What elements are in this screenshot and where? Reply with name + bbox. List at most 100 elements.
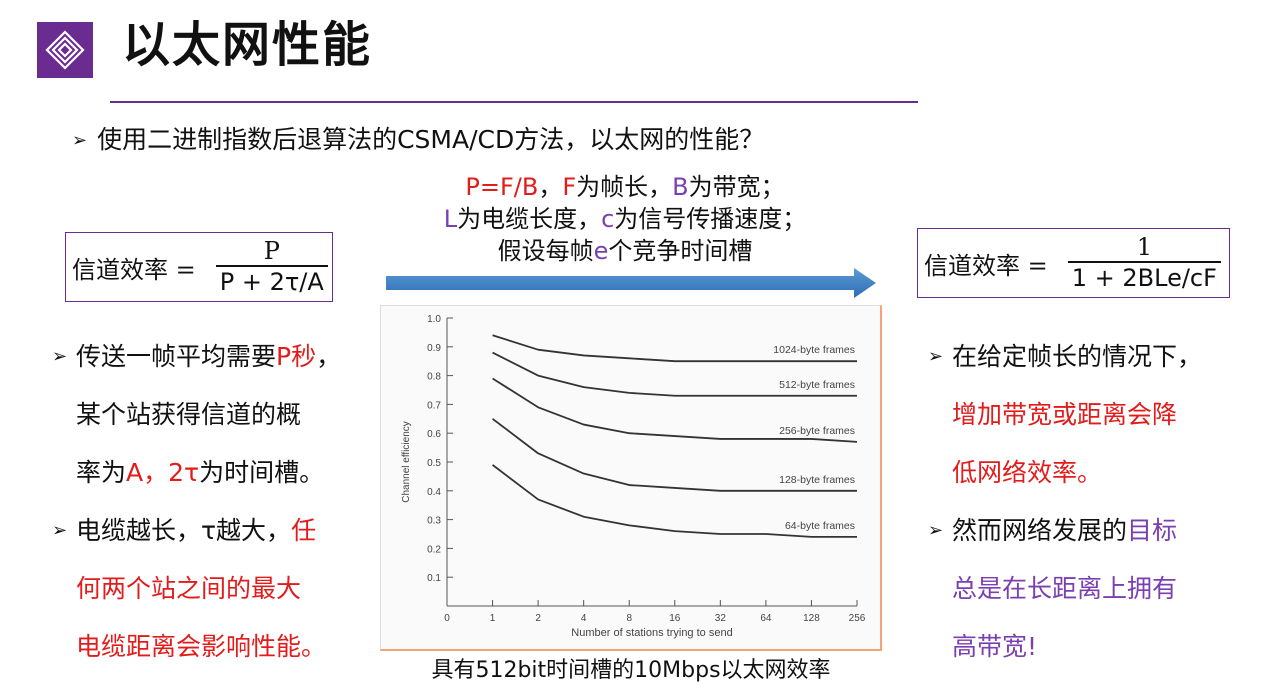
x-tick-label: 256 (849, 613, 866, 624)
bullet-highlight: 高带宽! (952, 632, 1038, 661)
x-tick-label: 4 (581, 613, 587, 624)
page-title: 以太网性能 (122, 17, 373, 73)
chart-caption: 具有512bit时间槽的10Mbps以太网效率 (431, 658, 831, 683)
e-post-text: 个竞争时间槽 (608, 237, 753, 265)
efficiency-chart-svg: 0.1 0.2 0.3 0.4 0.5 0.6 0.7 0.8 0.9 1.0 0 1 2 4 8 16 32 6… (401, 314, 866, 639)
layered-diamond-icon (45, 30, 85, 70)
y-tick-label: 0.7 (427, 400, 441, 411)
left-bullet-list: ➢ 传送一帧平均需要P秒， 某个站获得信道的概 率为A，2τ为时间槽。 ➢ 电缆… (52, 328, 341, 676)
list-item-continuation: 电缆距离会影响性能。 (52, 618, 341, 676)
list-item-continuation: 某个站获得信道的概 (52, 386, 341, 444)
list-item: ➢ 然而网络发展的目标 (928, 502, 1202, 560)
e-pre-text: 假设每帧 (497, 237, 594, 265)
series-label: 64-byte frames (785, 520, 855, 532)
arrow-bullet-icon: ➢ (52, 520, 68, 541)
x-tick-label: 1 (490, 613, 496, 624)
y-tick-label: 0.6 (427, 429, 441, 440)
y-tick-label: 0.1 (427, 573, 441, 584)
formula-left-fraction: P P + 2τ/A (215, 237, 328, 297)
y-tick-label: 0.8 (427, 372, 441, 383)
bullet-text: 某个站获得信道的概 (76, 400, 302, 429)
question-line: ➢ 使用二进制指数后退算法的CSMA/CD方法，以太网的性能？ (72, 122, 764, 159)
formula-left: 信道效率 = P P + 2τ/A (65, 232, 333, 302)
y-tick-label: 0.4 (427, 487, 441, 498)
arrow-bullet-icon: ➢ (52, 346, 68, 367)
series-line (492, 377, 858, 443)
bullet-text: 电缆越长，τ越大， (76, 516, 292, 545)
formula-right-numerator: 1 (1136, 233, 1152, 262)
logo-icon (37, 22, 93, 78)
c-text: 为信号传播速度； (614, 205, 807, 233)
x-tick-label: 2 (535, 613, 541, 624)
formula-left-lhs: 信道效率 = (72, 255, 196, 284)
b-text: 为带宽； (688, 173, 785, 201)
f-symbol: F (562, 173, 577, 201)
bullet-highlight: 任 (291, 516, 317, 545)
list-item: ➢ 传送一帧平均需要P秒， (52, 328, 341, 386)
fraction-bar (1067, 261, 1221, 263)
series-label: 256-byte frames (779, 425, 855, 437)
formula-left-denominator: P + 2τ/A (219, 267, 324, 296)
series-label: 512-byte frames (779, 379, 855, 391)
x-tick-label: 64 (760, 613, 772, 624)
bullet-highlight: 总是在长距离上拥有 (952, 574, 1178, 603)
bullet-highlight: 电缆距离会影响性能。 (76, 632, 327, 661)
bullet-text: 然而网络发展的 (952, 516, 1128, 545)
e-symbol: e (593, 237, 609, 265)
title-divider (110, 101, 918, 103)
question-text: 使用二进制指数后退算法的CSMA/CD方法，以太网的性能？ (97, 125, 765, 154)
bullet-highlight: 目标 (1127, 516, 1178, 545)
c-symbol: c (601, 205, 615, 233)
x-tick-label: 8 (626, 613, 632, 624)
series-line (492, 464, 857, 538)
list-item-continuation: 低网络效率。 (928, 444, 1202, 502)
y-axis-label: Channel efficiency (401, 421, 412, 503)
bullet-highlight: 何两个站之间的最大 (76, 574, 302, 603)
series-line (492, 334, 857, 363)
list-item-continuation: 增加带宽或距离会降 (928, 386, 1202, 444)
bullet-text: 传送一帧平均需要 (76, 342, 277, 371)
y-tick-label: 1.0 (427, 314, 441, 325)
list-item-continuation: 高带宽! (928, 618, 1202, 676)
formula-left-numerator: P (263, 237, 280, 266)
l-symbol: L (443, 205, 458, 233)
right-arrow-icon (386, 268, 876, 298)
bullet-highlight: A，2τ (126, 458, 200, 487)
bullet-highlight: 低网络效率。 (952, 458, 1103, 487)
series-label: 1024-byte frames (773, 344, 855, 356)
x-tick-label: 16 (669, 613, 681, 624)
p-definition: P=F/B (465, 173, 539, 201)
f-text: 为帧长， (576, 173, 673, 201)
bullet-highlight: 增加带宽或距离会降 (952, 400, 1178, 429)
formula-right: 信道效率 = 1 1 + 2BLe/cF (917, 228, 1230, 298)
l-text: 为电缆长度， (457, 205, 602, 233)
fraction-bar (215, 265, 328, 267)
x-tick-label: 32 (715, 613, 727, 624)
separator: ， (538, 173, 563, 201)
series-line (492, 418, 857, 492)
formula-right-denominator: 1 + 2BLe/cF (1071, 263, 1217, 292)
arrow-bullet-icon: ➢ (928, 346, 944, 367)
formula-right-fraction: 1 1 + 2BLe/cF (1067, 233, 1221, 293)
y-tick-label: 0.5 (427, 458, 441, 469)
y-tick-label: 0.9 (427, 343, 441, 354)
y-tick-label: 0.3 (427, 516, 441, 527)
list-item-continuation: 何两个站之间的最大 (52, 560, 341, 618)
bullet-text: 率为 (76, 458, 127, 487)
right-bullet-list: ➢ 在给定帧长的情况下， 增加带宽或距离会降 低网络效率。 ➢ 然而网络发展的目… (928, 328, 1202, 676)
b-symbol: B (672, 173, 689, 201)
assumption-line-1: P=F/B，F为帧长，B为带宽； (380, 170, 870, 204)
bullet-highlight: P秒 (276, 342, 317, 371)
efficiency-chart: 0.1 0.2 0.3 0.4 0.5 0.6 0.7 0.8 0.9 1.0 0 1 2 4 8 16 32 6… (380, 305, 882, 651)
x-tick-label: 0 (444, 613, 450, 624)
series-label: 128-byte frames (779, 474, 855, 486)
list-item-continuation: 率为A，2τ为时间槽。 (52, 444, 341, 502)
y-tick-label: 0.2 (427, 544, 441, 555)
list-item-continuation: 总是在长距离上拥有 (928, 560, 1202, 618)
x-tick-label: 128 (803, 613, 820, 624)
series-line (492, 351, 857, 397)
bullet-text: ， (316, 342, 342, 371)
list-item: ➢ 电缆越长，τ越大，任 (52, 502, 341, 560)
assumption-line-3: 假设每帧e个竞争时间槽 (380, 234, 870, 268)
arrow-bullet-icon: ➢ (72, 130, 88, 151)
